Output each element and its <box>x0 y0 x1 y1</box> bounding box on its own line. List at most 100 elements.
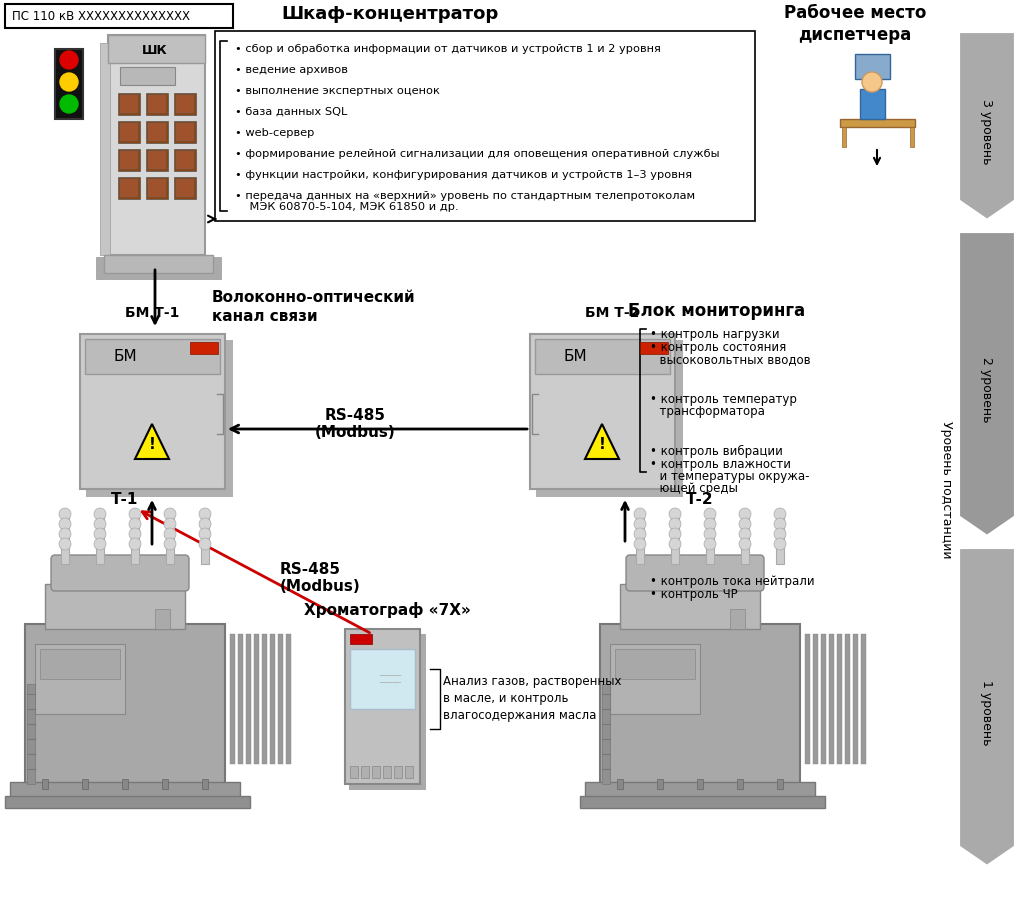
Text: 3 уровень: 3 уровень <box>981 99 993 164</box>
Text: Т-2: Т-2 <box>686 492 714 506</box>
Circle shape <box>739 509 751 520</box>
Text: ПС 110 кВ XXXXXXXXXXXXXX: ПС 110 кВ XXXXXXXXXXXXXX <box>12 11 190 23</box>
Text: БМ Т-2: БМ Т-2 <box>585 306 639 319</box>
Circle shape <box>669 509 681 520</box>
Text: !: ! <box>599 437 605 452</box>
FancyBboxPatch shape <box>80 335 225 490</box>
Text: • сбор и обработка информации от датчиков и устройств 1 и 2 уровня: • сбор и обработка информации от датчико… <box>234 44 660 54</box>
FancyBboxPatch shape <box>845 634 850 764</box>
Circle shape <box>59 509 71 520</box>
FancyBboxPatch shape <box>176 152 194 170</box>
Circle shape <box>669 519 681 530</box>
Circle shape <box>94 529 106 540</box>
FancyBboxPatch shape <box>25 624 225 784</box>
FancyBboxPatch shape <box>741 514 749 565</box>
Text: трансформатора: трансформатора <box>652 405 765 418</box>
Circle shape <box>705 509 716 520</box>
Circle shape <box>59 529 71 540</box>
Text: !: ! <box>148 437 156 452</box>
FancyBboxPatch shape <box>853 634 858 764</box>
Text: • база данных SQL: • база данных SQL <box>234 106 347 117</box>
FancyBboxPatch shape <box>350 649 415 709</box>
FancyBboxPatch shape <box>120 68 175 86</box>
FancyBboxPatch shape <box>148 96 166 114</box>
Text: Шкаф-концентратор: Шкаф-концентратор <box>282 5 499 23</box>
FancyBboxPatch shape <box>10 782 240 802</box>
FancyBboxPatch shape <box>176 124 194 142</box>
Circle shape <box>129 538 141 550</box>
FancyBboxPatch shape <box>730 610 745 630</box>
FancyBboxPatch shape <box>675 341 683 495</box>
FancyBboxPatch shape <box>580 796 825 808</box>
Circle shape <box>634 509 646 520</box>
FancyBboxPatch shape <box>215 32 755 222</box>
FancyBboxPatch shape <box>626 556 764 592</box>
FancyBboxPatch shape <box>118 94 140 115</box>
Text: • контроль вибрации: • контроль вибрации <box>650 445 783 457</box>
Text: ─────
       ─────: ───── ───── <box>362 673 401 686</box>
Polygon shape <box>585 425 618 459</box>
FancyBboxPatch shape <box>131 514 139 565</box>
FancyBboxPatch shape <box>148 179 166 198</box>
FancyBboxPatch shape <box>51 556 189 592</box>
Circle shape <box>94 509 106 520</box>
Circle shape <box>94 519 106 530</box>
FancyBboxPatch shape <box>82 779 88 789</box>
FancyBboxPatch shape <box>118 122 140 143</box>
FancyBboxPatch shape <box>361 766 369 778</box>
FancyBboxPatch shape <box>174 94 196 115</box>
FancyBboxPatch shape <box>617 779 623 789</box>
Circle shape <box>129 509 141 520</box>
Circle shape <box>199 509 211 520</box>
Text: ющей среды: ющей среды <box>652 482 738 494</box>
FancyBboxPatch shape <box>120 179 138 198</box>
FancyBboxPatch shape <box>118 178 140 199</box>
FancyBboxPatch shape <box>40 649 120 679</box>
Circle shape <box>774 529 786 540</box>
Circle shape <box>94 538 106 550</box>
FancyBboxPatch shape <box>5 796 250 808</box>
FancyBboxPatch shape <box>615 649 695 679</box>
FancyBboxPatch shape <box>270 634 275 764</box>
FancyBboxPatch shape <box>122 779 128 789</box>
FancyBboxPatch shape <box>238 634 243 764</box>
FancyBboxPatch shape <box>530 335 675 490</box>
FancyBboxPatch shape <box>85 340 220 374</box>
Text: Рабочее место
диспетчера: Рабочее место диспетчера <box>783 4 926 44</box>
Polygon shape <box>958 548 1016 867</box>
FancyBboxPatch shape <box>5 5 233 29</box>
FancyBboxPatch shape <box>202 779 208 789</box>
FancyBboxPatch shape <box>96 514 104 565</box>
Circle shape <box>60 96 78 114</box>
Circle shape <box>634 538 646 550</box>
Circle shape <box>705 538 716 550</box>
Circle shape <box>199 519 211 530</box>
FancyBboxPatch shape <box>420 634 426 789</box>
Circle shape <box>164 538 176 550</box>
FancyBboxPatch shape <box>657 779 663 789</box>
Text: Хроматограф «7Х»: Хроматограф «7Х» <box>304 602 470 617</box>
FancyBboxPatch shape <box>55 50 83 120</box>
FancyBboxPatch shape <box>162 779 168 789</box>
FancyBboxPatch shape <box>286 634 291 764</box>
Circle shape <box>739 529 751 540</box>
FancyBboxPatch shape <box>600 624 800 784</box>
FancyBboxPatch shape <box>855 55 890 80</box>
FancyBboxPatch shape <box>372 766 380 778</box>
FancyBboxPatch shape <box>254 634 259 764</box>
Circle shape <box>669 538 681 550</box>
FancyBboxPatch shape <box>120 124 138 142</box>
Circle shape <box>59 519 71 530</box>
Text: МЭК 60870-5-104, МЭК 61850 и др.: МЭК 60870-5-104, МЭК 61850 и др. <box>234 202 459 212</box>
FancyBboxPatch shape <box>840 120 915 128</box>
Text: • функции настройки, конфигурирования датчиков и устройств 1–3 уровня: • функции настройки, конфигурирования да… <box>234 170 692 179</box>
Text: БМ: БМ <box>563 349 587 364</box>
Text: • ведение архивов: • ведение архивов <box>234 65 348 75</box>
Circle shape <box>60 52 78 70</box>
Circle shape <box>199 529 211 540</box>
Text: высоковольтных вводов: высоковольтных вводов <box>652 353 811 365</box>
FancyBboxPatch shape <box>35 644 125 714</box>
FancyBboxPatch shape <box>349 784 426 790</box>
Circle shape <box>199 538 211 550</box>
FancyBboxPatch shape <box>166 514 174 565</box>
